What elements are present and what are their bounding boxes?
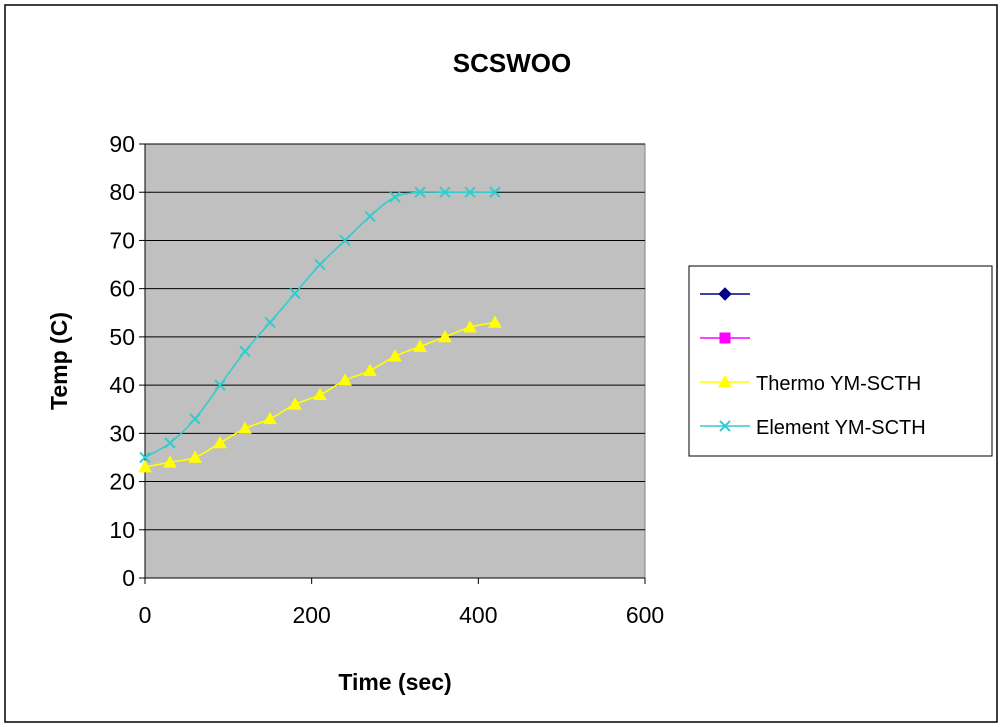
y-tick-label: 10 bbox=[109, 517, 135, 543]
data-point-stroke bbox=[214, 379, 226, 391]
legend-marker bbox=[719, 420, 731, 432]
legend-marker bbox=[718, 374, 732, 388]
data-point bbox=[414, 186, 426, 198]
axes bbox=[139, 143, 646, 584]
data-point bbox=[188, 450, 202, 463]
data-point bbox=[214, 379, 226, 391]
legend: Thermo YM-SCTH Element YM-SCTH bbox=[688, 265, 993, 457]
y-tick-label: 60 bbox=[109, 276, 135, 302]
data-point-stroke bbox=[339, 234, 351, 247]
legend-item bbox=[700, 287, 750, 301]
data-point bbox=[439, 186, 451, 198]
x-axis-title: Time (sec) bbox=[338, 669, 451, 695]
y-tick-label: 90 bbox=[109, 131, 135, 157]
data-point bbox=[263, 411, 277, 425]
data-point-stroke bbox=[164, 437, 176, 449]
data-point bbox=[363, 363, 377, 376]
y-tick-label: 80 bbox=[109, 179, 135, 205]
y-tick-label: 20 bbox=[109, 469, 135, 495]
x-tick-label: 600 bbox=[626, 602, 664, 628]
data-point-stroke bbox=[314, 258, 326, 271]
data-point bbox=[264, 316, 276, 329]
data-point bbox=[489, 186, 501, 198]
data-point bbox=[388, 349, 402, 362]
data-point bbox=[238, 421, 252, 434]
legend-label: Element YM-SCTH bbox=[756, 417, 926, 439]
data-point bbox=[339, 234, 351, 247]
data-point bbox=[288, 397, 302, 410]
data-point-stroke bbox=[289, 287, 301, 300]
series-3 bbox=[139, 186, 501, 464]
data-point bbox=[138, 460, 152, 473]
y-tick-label: 40 bbox=[109, 372, 135, 398]
y-tick-label: 70 bbox=[109, 227, 135, 253]
data-point bbox=[314, 258, 326, 271]
data-point bbox=[163, 455, 177, 468]
legend-item: Thermo YM-SCTH bbox=[700, 373, 921, 395]
data-point bbox=[488, 315, 502, 328]
x-tick-label: 200 bbox=[292, 602, 330, 628]
data-point bbox=[464, 186, 476, 198]
data-point bbox=[438, 329, 452, 343]
data-point-stroke bbox=[389, 191, 401, 203]
y-tick-label: 50 bbox=[109, 324, 135, 350]
x-tick-label: 0 bbox=[139, 602, 152, 628]
data-point-stroke bbox=[414, 186, 426, 198]
data-point-stroke bbox=[264, 316, 276, 329]
data-point bbox=[463, 320, 477, 333]
data-point bbox=[338, 373, 352, 386]
data-point-stroke bbox=[189, 413, 201, 425]
legend-marker bbox=[719, 332, 731, 344]
data-point bbox=[364, 210, 376, 223]
data-point bbox=[413, 339, 427, 352]
y-tick-label: 0 bbox=[122, 565, 135, 591]
data-point-stroke bbox=[239, 345, 251, 358]
data-point-stroke bbox=[489, 186, 501, 198]
gridlines bbox=[145, 143, 645, 531]
data-point bbox=[189, 413, 201, 425]
data-point bbox=[389, 191, 401, 203]
x-tick-label: 400 bbox=[459, 602, 497, 628]
legend-item bbox=[700, 332, 750, 344]
data-point bbox=[313, 387, 327, 401]
data-point bbox=[164, 437, 176, 449]
legend-marker-stroke bbox=[719, 420, 731, 432]
y-axis-title: Temp (C) bbox=[46, 312, 72, 410]
data-point bbox=[239, 345, 251, 358]
data-point-stroke bbox=[364, 210, 376, 223]
data-point bbox=[213, 435, 227, 449]
data-point bbox=[289, 287, 301, 300]
series-2 bbox=[138, 315, 502, 473]
data-point-stroke bbox=[139, 451, 151, 464]
chart-title: SCSWOO bbox=[453, 48, 571, 78]
legend-box bbox=[688, 265, 993, 457]
tick-labels: 0 10 20 30 40 50 60 70 80 90 0 200 400 600 bbox=[109, 131, 664, 628]
legend-item: Element YM-SCTH bbox=[700, 417, 926, 439]
data-point-stroke bbox=[439, 186, 451, 198]
series-layer bbox=[138, 186, 502, 473]
data-point bbox=[139, 451, 151, 464]
y-tick-label: 30 bbox=[109, 420, 135, 446]
data-point-stroke bbox=[464, 186, 476, 198]
legend-label: Thermo YM-SCTH bbox=[756, 373, 921, 395]
legend-marker bbox=[718, 287, 732, 301]
